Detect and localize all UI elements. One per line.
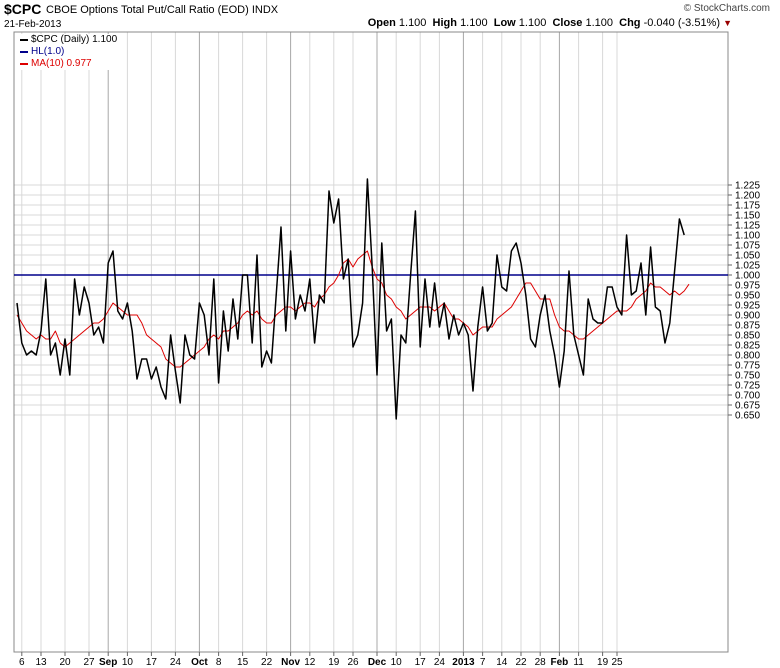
chart-header: $CPC CBOE Options Total Put/Call Ratio (… xyxy=(0,0,780,32)
x-tick-label: 11 xyxy=(573,657,584,668)
y-tick-label: 0.800 xyxy=(735,351,760,362)
chart-date: 21-Feb-2013 xyxy=(4,19,62,30)
down-arrow-icon: ▼ xyxy=(723,18,732,28)
x-tick-label: 22 xyxy=(515,657,527,668)
x-tick-label: 17 xyxy=(146,657,158,668)
x-tick-label: 8 xyxy=(216,657,222,668)
x-tick-label: Sep xyxy=(99,657,117,668)
x-tick-label: 14 xyxy=(496,657,508,668)
x-tick-label: 20 xyxy=(59,657,71,668)
x-tick-label: Nov xyxy=(281,657,300,668)
x-tick-label: 27 xyxy=(83,657,95,668)
y-tick-label: 1.125 xyxy=(735,221,760,232)
x-tick-label: 26 xyxy=(347,657,359,668)
y-tick-label: 1.225 xyxy=(735,181,760,192)
x-tick-label: 12 xyxy=(304,657,316,668)
y-tick-label: 1.175 xyxy=(735,201,760,212)
series-line-cpc xyxy=(16,178,685,420)
open-value: 1.100 xyxy=(398,17,427,29)
y-tick-label: 0.925 xyxy=(735,301,760,312)
close-label: Close xyxy=(552,17,583,29)
x-tick-label: 22 xyxy=(261,657,273,668)
close-value: 1.100 xyxy=(585,17,613,29)
low-label: Low xyxy=(493,17,516,29)
y-tick-label: 1.150 xyxy=(735,211,760,222)
y-tick-label: 0.950 xyxy=(735,291,760,302)
y-tick-label: 0.775 xyxy=(735,361,760,372)
x-tick-label: 19 xyxy=(328,657,340,668)
x-tick-label: Feb xyxy=(551,657,569,668)
legend-item-hl[interactable]: HL(1.0) xyxy=(20,46,117,58)
y-tick-label: 0.675 xyxy=(735,401,760,412)
y-tick-label: 0.975 xyxy=(735,281,760,292)
open-label: Open xyxy=(367,17,396,29)
x-tick-label: Dec xyxy=(368,657,387,668)
x-tick-label: 19 xyxy=(597,657,609,668)
y-tick-label: 0.900 xyxy=(735,311,760,322)
y-tick-label: 1.100 xyxy=(735,231,760,242)
chg-label: Chg xyxy=(619,17,641,29)
exchange: INDX xyxy=(251,4,279,16)
x-tick-label: 25 xyxy=(611,657,623,668)
y-tick-label: 1.050 xyxy=(735,251,760,262)
legend-ma-label: MA(10) 0.977 xyxy=(31,58,92,69)
chg-value: -0.040 (-3.51%) xyxy=(643,17,721,29)
gridlines xyxy=(14,32,728,652)
y-tick-label: 0.875 xyxy=(735,321,760,332)
x-tick-label: 28 xyxy=(535,657,547,668)
series-layer xyxy=(14,178,728,420)
x-tick-label: 7 xyxy=(480,657,486,668)
x-tick-label: 6 xyxy=(19,657,25,668)
legend-cpc-label: $CPC (Daily) 1.100 xyxy=(31,34,118,45)
legend-item-cpc[interactable]: $CPC (Daily) 1.100 xyxy=(20,34,117,46)
y-tick-label: 0.650 xyxy=(735,411,760,422)
x-axis: 6 13 20 27 Sep 10 17 24 Oct 8 15 22 Nov 12 19 26 Dec 10 17… xyxy=(19,652,623,668)
plot-frame xyxy=(13,31,729,653)
y-tick-label: 1.200 xyxy=(735,191,760,202)
x-tick-label: 10 xyxy=(122,657,134,668)
brand-watermark: © StockCharts.com xyxy=(683,3,770,14)
chart-legend: $CPC (Daily) 1.100 HL(1.0) MA(10) 0.977 xyxy=(18,34,120,70)
description-text: CBOE Options Total Put/Call Ratio (EOD) xyxy=(46,4,249,16)
x-tick-label: 15 xyxy=(237,657,249,668)
y-tick-label: 0.850 xyxy=(735,331,760,342)
y-tick-label: 0.825 xyxy=(735,341,760,352)
y-tick-label: 0.750 xyxy=(735,371,760,382)
x-tick-label: 2013 xyxy=(452,657,475,668)
x-tick-label: 13 xyxy=(35,657,47,668)
ohlc-readout: Open 1.100 High 1.100 Low 1.100 Close 1.… xyxy=(368,17,732,29)
x-tick-label: 17 xyxy=(415,657,427,668)
y-tick-label: 1.025 xyxy=(735,261,760,272)
y-tick-label: 0.725 xyxy=(735,381,760,392)
y-tick-label: 1.000 xyxy=(735,271,760,282)
high-value: 1.100 xyxy=(460,17,488,29)
x-tick-label: 10 xyxy=(391,657,403,668)
legend-item-ma[interactable]: MA(10) 0.977 xyxy=(20,58,117,70)
legend-hl-label: HL(1.0) xyxy=(31,46,65,57)
y-tick-label: 0.700 xyxy=(735,391,760,402)
y-axis: 1.2251.2001.1751.1501.1251.1001.0751.050… xyxy=(728,181,760,422)
x-tick-label: 24 xyxy=(170,657,182,668)
chart-description: CBOE Options Total Put/Call Ratio (EOD) … xyxy=(46,4,278,16)
x-tick-label: Oct xyxy=(191,657,208,668)
y-tick-label: 1.075 xyxy=(735,241,760,252)
symbol[interactable]: $CPC xyxy=(4,1,42,17)
high-label: High xyxy=(432,17,457,29)
low-value: 1.100 xyxy=(518,17,547,29)
x-tick-label: 24 xyxy=(434,657,446,668)
